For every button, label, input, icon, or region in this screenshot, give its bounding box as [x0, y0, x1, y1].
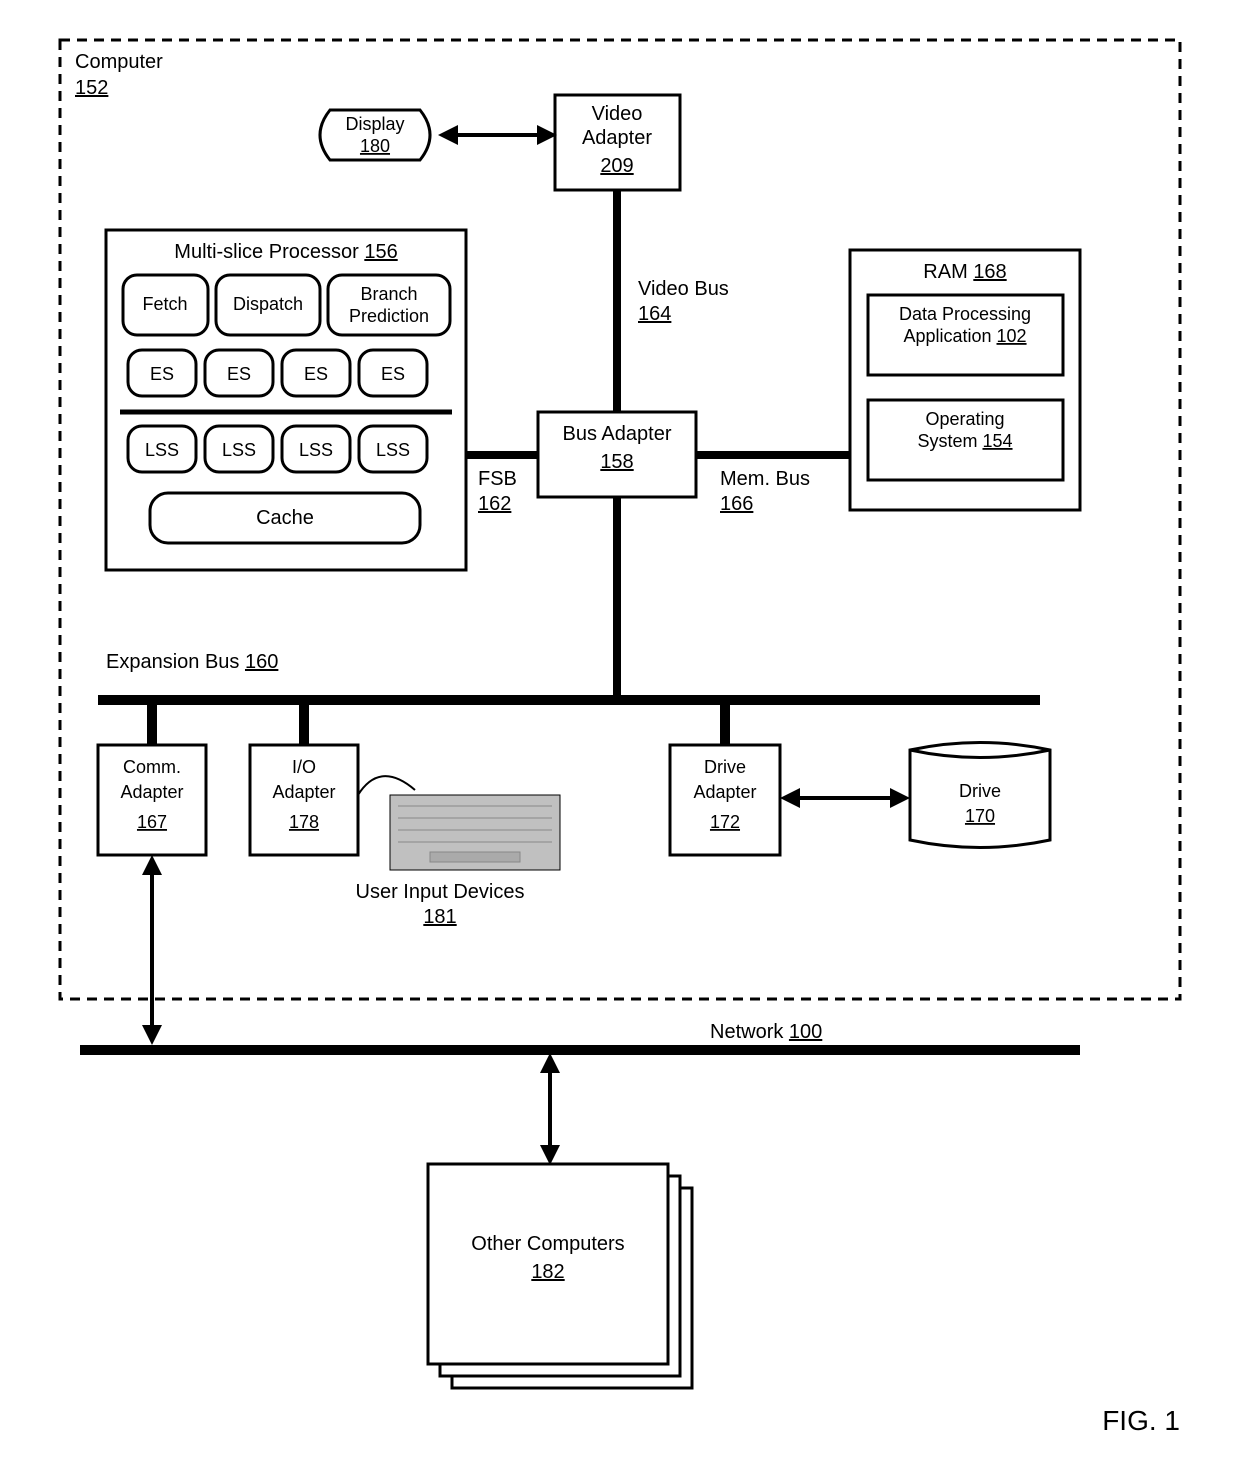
user-input-ref: 181	[423, 906, 456, 928]
svg-text:Expansion Bus 160: Expansion Bus 160	[106, 651, 278, 673]
drive-adapter-label1: Drive	[704, 757, 746, 777]
other-computers-ref: 182	[531, 1261, 564, 1283]
processor-label: Multi-slice Processor	[174, 241, 359, 263]
other-computers-label: Other Computers	[471, 1233, 624, 1255]
fsb-label: FSB	[478, 468, 517, 490]
svg-text:LSS: LSS	[376, 440, 410, 460]
data-app-ref: 102	[997, 326, 1027, 346]
io-adapter-ref: 178	[289, 812, 319, 832]
comm-adapter-label2: Adapter	[120, 782, 183, 802]
other-computers-stack: Other Computers 182	[428, 1164, 692, 1388]
svg-text:ES: ES	[381, 364, 405, 384]
video-bus-ref: 164	[638, 303, 671, 325]
branch-label1: Branch	[360, 284, 417, 304]
svg-text:ES: ES	[227, 364, 251, 384]
drive-ref: 170	[965, 806, 995, 826]
video-adapter-ref: 209	[600, 155, 633, 177]
drive-adapter-ref: 172	[710, 812, 740, 832]
svg-text:Multi-slice Processor 156: Multi-slice Processor 156	[174, 241, 397, 263]
computer-ref: 152	[75, 77, 108, 99]
io-adapter-label1: I/O	[292, 757, 316, 777]
os-label1: Operating	[925, 409, 1004, 429]
io-adapter-label2: Adapter	[272, 782, 335, 802]
user-input-label: User Input Devices	[356, 881, 525, 903]
comm-adapter-ref: 167	[137, 812, 167, 832]
fetch-label: Fetch	[142, 294, 187, 314]
svg-text:LSS: LSS	[299, 440, 333, 460]
expansion-bus-label: Expansion Bus	[106, 651, 239, 673]
figure-label: FIG. 1	[1102, 1405, 1180, 1436]
fsb-ref: 162	[478, 493, 511, 515]
ram-label: RAM	[923, 261, 967, 283]
display-node: Display 180	[320, 110, 430, 160]
cache-label: Cache	[256, 507, 314, 529]
dispatch-label: Dispatch	[233, 294, 303, 314]
network-label: Network	[710, 1021, 784, 1043]
video-adapter-label2: Adapter	[582, 127, 652, 149]
svg-text:Network 100: Network 100	[710, 1021, 822, 1043]
bus-adapter-ref: 158	[600, 451, 633, 473]
mem-bus-ref: 166	[720, 493, 753, 515]
keyboard-icon	[358, 776, 560, 870]
drive-label: Drive	[959, 781, 1001, 801]
data-app-label1: Data Processing	[899, 304, 1031, 324]
os-label2: System	[917, 431, 977, 451]
drive-cylinder: Drive 170	[910, 743, 1050, 848]
svg-text:ES: ES	[150, 364, 174, 384]
expansion-bus-ref: 160	[245, 651, 278, 673]
svg-text:System 154: System 154	[917, 431, 1012, 451]
computer-label: Computer	[75, 51, 163, 73]
processor-ref: 156	[364, 241, 397, 263]
display-ref: 180	[360, 136, 390, 156]
display-label: Display	[345, 114, 404, 134]
branch-label2: Prediction	[349, 306, 429, 326]
svg-text:LSS: LSS	[145, 440, 179, 460]
data-app-label2: Application	[903, 326, 991, 346]
network-ref: 100	[789, 1021, 822, 1043]
video-bus-label: Video Bus	[638, 278, 729, 300]
diagram-svg: Computer 152 Display 180 Video Adapter 2…	[20, 20, 1220, 1460]
svg-text:RAM 168: RAM 168	[923, 261, 1006, 283]
video-adapter-label1: Video	[592, 103, 643, 125]
bus-adapter-label: Bus Adapter	[563, 423, 672, 445]
mem-bus-label: Mem. Bus	[720, 468, 810, 490]
svg-text:ES: ES	[304, 364, 328, 384]
svg-text:LSS: LSS	[222, 440, 256, 460]
svg-text:Application 102: Application 102	[903, 326, 1026, 346]
comm-adapter-label1: Comm.	[123, 757, 181, 777]
ram-ref: 168	[973, 261, 1006, 283]
os-ref: 154	[982, 431, 1012, 451]
drive-adapter-label2: Adapter	[693, 782, 756, 802]
